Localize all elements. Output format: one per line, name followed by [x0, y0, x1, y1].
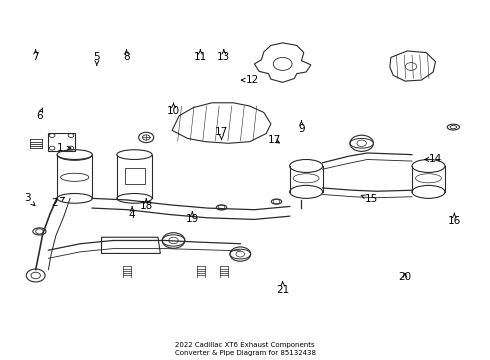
Text: 9: 9 — [298, 121, 305, 134]
Text: 8: 8 — [123, 50, 130, 62]
Text: 2022 Cadillac XT6 Exhaust Components
Converter & Pipe Diagram for 85132438: 2022 Cadillac XT6 Exhaust Components Con… — [174, 342, 316, 356]
Text: 3: 3 — [24, 193, 35, 206]
Text: 12: 12 — [241, 75, 259, 85]
Text: 16: 16 — [448, 213, 461, 226]
Text: 17: 17 — [268, 135, 281, 145]
Text: 21: 21 — [276, 282, 289, 295]
Text: 7: 7 — [32, 50, 39, 62]
Text: 2: 2 — [51, 197, 65, 208]
Text: 11: 11 — [194, 50, 207, 62]
Text: 18: 18 — [140, 199, 153, 211]
Text: 10: 10 — [167, 103, 180, 116]
Text: 20: 20 — [398, 272, 412, 282]
Text: 17: 17 — [215, 127, 228, 140]
Text: 15: 15 — [361, 194, 378, 204]
Text: 6: 6 — [36, 108, 43, 121]
Text: 14: 14 — [425, 154, 442, 165]
Text: 5: 5 — [94, 53, 100, 65]
Text: 13: 13 — [217, 50, 230, 62]
Text: 1: 1 — [57, 143, 71, 153]
Text: 4: 4 — [129, 207, 135, 220]
Text: 19: 19 — [186, 212, 199, 224]
